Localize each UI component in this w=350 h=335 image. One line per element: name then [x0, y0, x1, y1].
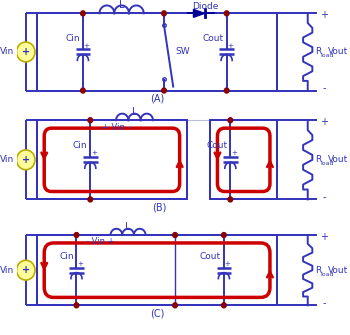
Text: +: +	[228, 43, 233, 49]
Text: +: +	[320, 117, 328, 127]
Circle shape	[228, 197, 233, 202]
Text: +: +	[22, 47, 30, 57]
Text: Vout: Vout	[328, 155, 348, 164]
Circle shape	[222, 232, 226, 238]
Circle shape	[16, 42, 35, 62]
Text: +: +	[84, 43, 90, 49]
Polygon shape	[194, 9, 204, 17]
Text: L: L	[125, 222, 131, 232]
Circle shape	[16, 260, 35, 280]
Circle shape	[16, 150, 35, 170]
Circle shape	[173, 232, 177, 238]
Text: SW: SW	[175, 48, 190, 57]
Text: - Vin +: - Vin +	[86, 238, 115, 247]
Circle shape	[162, 11, 166, 16]
Circle shape	[162, 88, 166, 93]
Text: L: L	[132, 107, 137, 117]
Text: +: +	[91, 150, 97, 156]
Text: (B): (B)	[152, 202, 167, 212]
Text: Vout: Vout	[328, 48, 348, 57]
Circle shape	[74, 303, 79, 308]
Circle shape	[228, 118, 233, 123]
Text: Cin: Cin	[73, 141, 88, 150]
Text: R: R	[315, 48, 321, 57]
Circle shape	[224, 11, 229, 16]
Text: +: +	[22, 155, 30, 165]
Text: +: +	[225, 261, 231, 267]
Circle shape	[88, 197, 93, 202]
Text: -: -	[323, 298, 326, 308]
Circle shape	[80, 88, 85, 93]
Text: load: load	[321, 161, 334, 166]
Text: Vin: Vin	[0, 48, 14, 57]
Text: Vin: Vin	[0, 266, 14, 275]
Circle shape	[173, 303, 177, 308]
Text: +: +	[22, 265, 30, 275]
Circle shape	[224, 88, 229, 93]
Text: (C): (C)	[150, 308, 164, 318]
Text: Diode: Diode	[192, 2, 219, 11]
Text: +: +	[231, 150, 237, 156]
Text: Cout: Cout	[203, 34, 224, 43]
Circle shape	[74, 232, 79, 238]
Circle shape	[80, 11, 85, 16]
Text: +: +	[77, 261, 83, 267]
Text: +: +	[320, 232, 328, 242]
Text: -: -	[323, 83, 326, 93]
Text: -: -	[323, 192, 326, 202]
Text: L: L	[119, 0, 124, 10]
Text: Cin: Cin	[59, 252, 74, 261]
Text: load: load	[321, 272, 334, 277]
Text: (A): (A)	[150, 93, 164, 104]
Text: + Vin -: + Vin -	[102, 123, 131, 132]
Circle shape	[88, 118, 93, 123]
Text: load: load	[321, 53, 334, 58]
Text: Cin: Cin	[65, 34, 80, 43]
Text: Vin: Vin	[0, 155, 14, 164]
Circle shape	[222, 303, 226, 308]
Text: Vout: Vout	[328, 266, 348, 275]
Text: R: R	[315, 155, 321, 164]
Text: Cout: Cout	[206, 141, 228, 150]
Text: Cout: Cout	[200, 252, 221, 261]
Text: +: +	[320, 10, 328, 20]
Text: R: R	[315, 266, 321, 275]
